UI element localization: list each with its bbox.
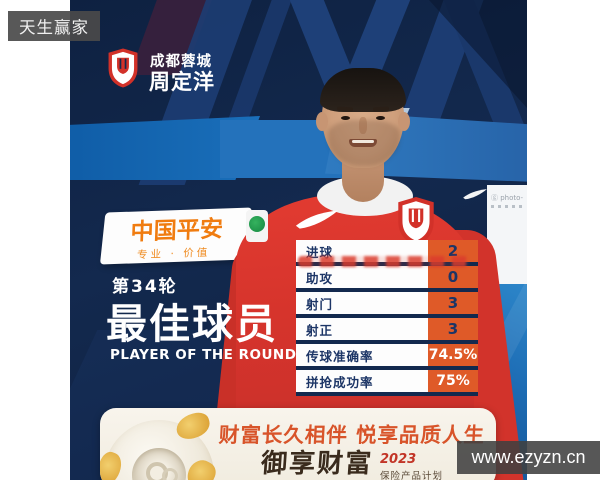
stat-label: 拼抢成功率 bbox=[296, 370, 428, 392]
league-patch-icon bbox=[246, 210, 268, 242]
ad-product-name: 御享财富 bbox=[259, 449, 375, 479]
stat-label: 射门 bbox=[296, 292, 428, 314]
stat-value: 75% bbox=[428, 370, 478, 392]
stat-value: 0 bbox=[428, 266, 478, 288]
ad-year: 2023 bbox=[380, 452, 417, 467]
photo-credit-dots bbox=[491, 205, 523, 208]
award-title-en: PLAYER OF THE ROUND bbox=[110, 347, 297, 363]
stat-row-shots-on-target: 射正 3 bbox=[296, 318, 478, 340]
player-eye bbox=[376, 116, 385, 120]
stat-label: 传球准确率 bbox=[296, 344, 428, 366]
sponsor-name: 中国平安 bbox=[130, 216, 224, 246]
player-eye bbox=[341, 116, 350, 120]
nike-swoosh-icon bbox=[295, 210, 339, 229]
player-ear bbox=[398, 112, 410, 131]
player-name: 周定洋 bbox=[149, 70, 215, 94]
player-ear bbox=[316, 112, 328, 131]
red-watermark-streak bbox=[298, 256, 468, 267]
ad-product-side: 2023 保险产品计划 bbox=[380, 453, 443, 480]
club-badge-icon bbox=[108, 48, 138, 88]
round-label: 第34轮 bbox=[112, 277, 178, 297]
stat-row-shots: 射门 3 bbox=[296, 292, 478, 314]
club-crest-icon bbox=[398, 197, 434, 245]
player-teeth bbox=[352, 140, 374, 143]
photo-credit-label: ⓖ photo- bbox=[491, 194, 524, 202]
player-nose bbox=[359, 117, 367, 134]
stat-label: 射正 bbox=[296, 318, 428, 340]
stat-value: 3 bbox=[428, 318, 478, 340]
sponsor-plate: 中国平安 专业 · 价值 bbox=[99, 207, 253, 265]
stats-table: 进球 2 助攻 0 射门 3 射正 3 传球准确率 74.5% 拼抢成功率 75… bbox=[296, 240, 478, 392]
sponsor-tagline: 专业 · 价值 bbox=[137, 246, 212, 262]
stat-row-duel-success: 拼抢成功率 75% bbox=[296, 370, 478, 392]
site-watermark-url: www.ezyzn.cn bbox=[457, 441, 600, 474]
ad-subtitle: 保险产品计划 bbox=[380, 471, 444, 480]
stat-value: 3 bbox=[428, 292, 478, 314]
stat-row-assists: 助攻 0 bbox=[296, 266, 478, 288]
ad-product-row: 御享财富 2023 保险产品计划 bbox=[212, 449, 492, 480]
stat-value: 74.5% bbox=[428, 344, 478, 366]
player-hair bbox=[320, 68, 406, 112]
jade-carving bbox=[162, 468, 178, 480]
league-patch-globe bbox=[249, 216, 265, 232]
club-name: 成都蓉城 bbox=[150, 54, 212, 70]
site-watermark-top: 天生赢家 bbox=[8, 11, 100, 41]
poster: ⓖ photo- bbox=[70, 0, 527, 480]
stat-label: 助攻 bbox=[296, 266, 428, 288]
stat-row-pass-accuracy: 传球准确率 74.5% bbox=[296, 344, 478, 366]
sleeve-logo-icon bbox=[463, 189, 487, 200]
ad-banner: 财富长久相伴 悦享品质人生 御享财富 2023 保险产品计划 bbox=[100, 408, 496, 480]
award-title: 最佳球员 bbox=[106, 300, 278, 348]
ad-slogan: 财富长久相伴 悦享品质人生 bbox=[218, 423, 486, 447]
player-mouth bbox=[349, 139, 377, 147]
